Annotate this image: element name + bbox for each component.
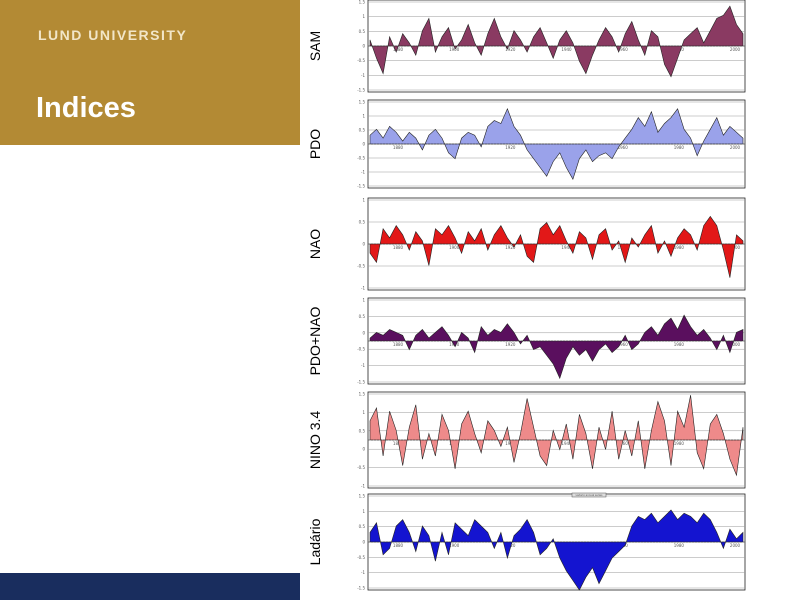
chart-2-xtick-label: 1880: [393, 245, 404, 250]
chart-2-xtick-label: 1920: [505, 245, 516, 250]
chart-0-ytick-label: 1: [362, 14, 365, 19]
chart-4-xtick-label: 1960: [618, 441, 629, 446]
chart-2-xtick-label: 2000: [730, 245, 741, 250]
chart-5-ytick-label: 1: [362, 509, 365, 514]
chart-5-ytick-label: 0.5: [359, 524, 366, 529]
chart-0-panel-label: SAM: [307, 31, 323, 61]
chart-0-xtick-label: 1940: [561, 47, 572, 52]
chart-0-ytick-label: 0: [362, 44, 365, 49]
slide-title: Indices: [36, 92, 136, 124]
chart-2-xtick-label: 1900: [449, 245, 460, 250]
chart-1-ytick-label: -1.5: [357, 184, 365, 189]
chart-1-xtick-label: 2000: [730, 145, 741, 150]
chart-0-ytick-label: 1.5: [359, 0, 366, 5]
chart-1-xtick-label: 1960: [618, 145, 629, 150]
chart-5-legend-text: Ladario annual series: [576, 493, 603, 497]
chart-3-ytick-label: -1: [361, 363, 365, 368]
chart-3-ytick-label: 1: [362, 298, 365, 303]
chart-1-ytick-label: 1: [362, 114, 365, 119]
chart-4-ytick-label: -1: [361, 484, 365, 489]
chart-5-ytick-label: -1: [361, 570, 365, 575]
chart-4-xtick-label: 1880: [393, 441, 404, 446]
climate-index-charts: 1.5 1 0.5 0 -0.5 -1 -1.5 1880 1900 1920 1940 1960 19…: [307, 0, 746, 591]
chart-1-panel-label: PDO: [307, 129, 323, 159]
chart-2-ytick-label: 0: [362, 242, 365, 247]
chart-4-series-area: [369, 395, 744, 477]
chart-5-legend-box: [571, 492, 607, 498]
chart-2-panel-label: NAO: [307, 229, 323, 259]
chart-1-ytick-label: -1: [361, 170, 365, 175]
chart-3-ytick-label: -0.5: [357, 347, 365, 352]
chart-5-xtick-label: 1980: [674, 543, 685, 548]
chart-2-xtick-label: 1980: [674, 245, 685, 250]
chart-3-ytick-label: -1.5: [357, 380, 365, 385]
chart-3-series-area: [369, 314, 744, 380]
chart-0-xtick-label: 1960: [618, 47, 629, 52]
header-band: [0, 0, 300, 145]
chart-5-xtick-label: 1900: [449, 543, 460, 548]
chart-3-panel-label: PDO+NAO: [307, 306, 323, 375]
chart-0-ytick-label: 0.5: [359, 29, 366, 34]
chart-4-panel-label: NINO 3.4: [307, 411, 323, 470]
chart-1-xtick-label: 1980: [674, 145, 685, 150]
university-name: LUND UNIVERSITY: [38, 27, 188, 43]
chart-5-panel-label: Ladário: [307, 518, 323, 565]
chart-5-ytick-label: -1.5: [357, 586, 365, 591]
chart-0-series-area: [369, 5, 744, 78]
chart-4-ytick-label: -0.5: [357, 465, 365, 470]
chart-1-ytick-label: 0: [362, 142, 365, 147]
chart-0-xtick-label: 1920: [505, 47, 516, 52]
chart-2-ytick-label: -1: [361, 286, 365, 291]
chart-3-ytick-label: 0: [362, 330, 365, 335]
chart-0-xtick-label: 1880: [393, 47, 404, 52]
chart-5-xtick-label: 2000: [730, 543, 741, 548]
chart-2-ytick-label: 1: [362, 198, 365, 203]
chart-5-ytick-label: 0: [362, 540, 365, 545]
chart-2-ytick-label: -0.5: [357, 264, 365, 269]
chart-4-ytick-label: 1.5: [359, 392, 366, 397]
chart-3-xtick-label: 1920: [505, 342, 516, 347]
chart-3-xtick-label: 1960: [618, 342, 629, 347]
chart-2-xtick-label: 1940: [561, 245, 572, 250]
chart-4-xtick-label: 1940: [561, 441, 572, 446]
chart-3-xtick-label: 1980: [674, 342, 685, 347]
chart-0-ytick-label: -0.5: [357, 58, 365, 63]
chart-2-series-area: [369, 215, 744, 278]
chart-1-xtick-label: 1920: [505, 145, 516, 150]
chart-4-xtick-label: 1980: [674, 441, 685, 446]
chart-1-ytick-label: 1.5: [359, 100, 366, 105]
chart-3-xtick-label: 2000: [730, 342, 741, 347]
chart-5-series-area: [369, 509, 744, 591]
chart-0-xtick-label: 2000: [730, 47, 741, 52]
chart-5-xtick-label: 1880: [393, 543, 404, 548]
chart-5-ytick-label: 1.5: [359, 494, 366, 499]
chart-3-ytick-label: 0.5: [359, 314, 366, 319]
chart-3-xtick-label: 1880: [393, 342, 404, 347]
chart-4-ytick-label: 1: [362, 410, 365, 415]
chart-2-ytick-label: 0.5: [359, 220, 366, 225]
chart-4-ytick-label: 0: [362, 447, 365, 452]
footer-band: [0, 573, 300, 600]
chart-0-ytick-label: -1.5: [357, 88, 365, 93]
chart-4-ytick-label: 0.5: [359, 428, 366, 433]
chart-1-xtick-label: 1880: [393, 145, 404, 150]
chart-0-xtick-label: 1900: [449, 47, 460, 52]
chart-0-ytick-label: -1: [361, 73, 365, 78]
chart-1-ytick-label: -0.5: [357, 156, 365, 161]
chart-1-series-area: [369, 108, 744, 180]
chart-5-ytick-label: -0.5: [357, 555, 365, 560]
chart-1-ytick-label: 0.5: [359, 128, 366, 133]
